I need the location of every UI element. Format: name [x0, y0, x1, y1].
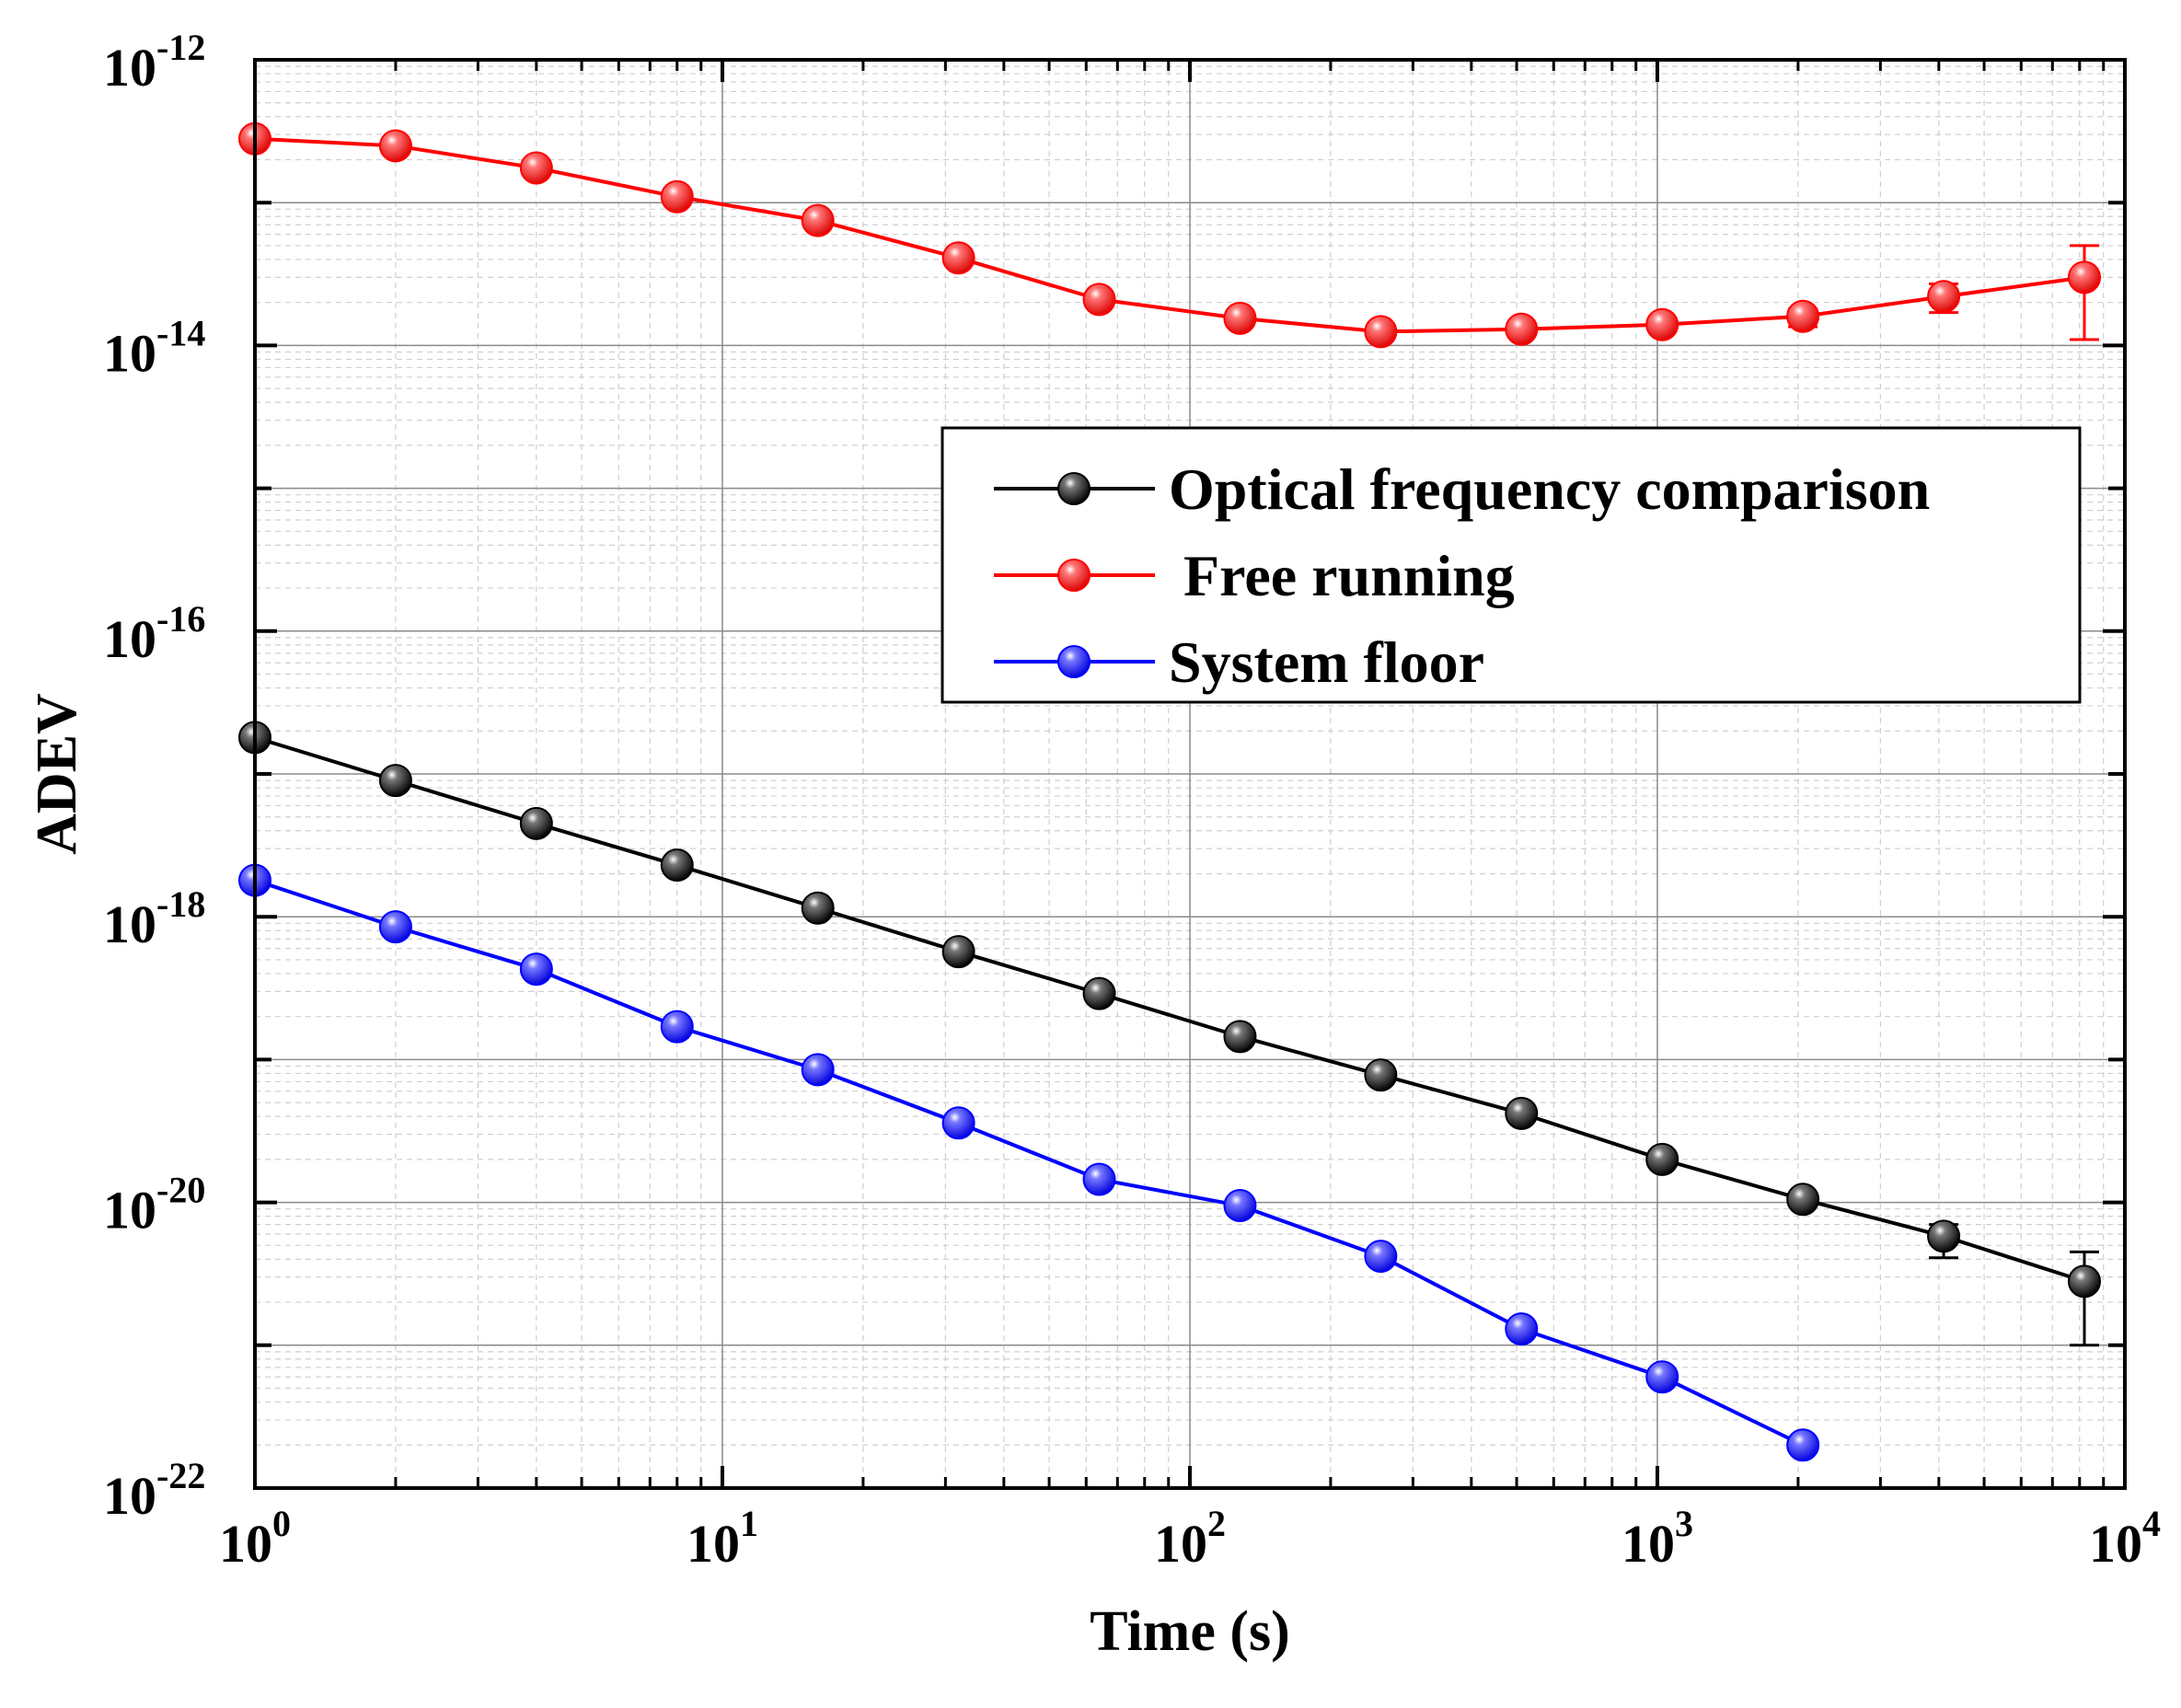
data-point	[1364, 1240, 1398, 1274]
legend-marker	[1057, 472, 1090, 505]
data-point	[1927, 280, 1961, 314]
data-point	[660, 179, 694, 214]
series-line	[254, 878, 1805, 1448]
data-point	[1082, 1162, 1116, 1196]
data-point	[1786, 1183, 1820, 1217]
series-line	[254, 136, 2085, 334]
y-tick-label: 10-12	[103, 27, 205, 98]
data-point	[801, 1053, 835, 1087]
data-series	[238, 121, 2102, 1462]
data-point	[1223, 1189, 1257, 1223]
x-axis-title: Time (s)	[1090, 1600, 1290, 1663]
data-point	[941, 935, 975, 969]
x-tick-label: 100	[219, 1503, 291, 1574]
legend-marker	[1057, 645, 1090, 678]
y-tick-label: 10-16	[103, 598, 205, 669]
data-point	[2068, 1264, 2102, 1298]
data-point	[1505, 1096, 1539, 1130]
legend: Optical frequency comparison Free runnin…	[940, 426, 2082, 704]
data-point	[1927, 1219, 1961, 1253]
data-point	[1223, 1020, 1257, 1054]
data-point	[941, 241, 975, 275]
y-tick-label: 10-20	[103, 1170, 205, 1241]
data-point	[519, 151, 553, 185]
legend-label: System floor	[1169, 629, 1484, 695]
data-point	[1505, 312, 1539, 346]
data-point	[1364, 315, 1398, 349]
data-point	[801, 891, 835, 925]
data-point	[378, 764, 412, 798]
data-point	[1786, 1428, 1820, 1462]
data-point	[1645, 1142, 1679, 1176]
x-tick-label: 102	[1154, 1503, 1226, 1574]
tick-labels: 100 101 102 103 104 10-22 10-20 10-18 10-16 10-14…	[103, 27, 2161, 1574]
series-line	[254, 735, 2085, 1284]
series-optical-frequency-comparison	[238, 721, 2102, 1347]
data-point	[1223, 301, 1257, 335]
data-point	[941, 1106, 975, 1140]
data-point	[1786, 299, 1820, 333]
y-tick-label: 10-18	[103, 883, 205, 954]
data-point	[1082, 976, 1116, 1010]
legend-marker	[1057, 559, 1090, 592]
data-point	[1645, 1360, 1679, 1394]
legend-label: Optical frequency comparison	[1169, 456, 1930, 522]
data-point	[2068, 260, 2102, 294]
data-point	[660, 1010, 694, 1044]
axis-ticks	[253, 58, 2127, 1490]
data-point	[1505, 1312, 1539, 1346]
data-point	[660, 848, 694, 883]
series-free-running	[238, 121, 2102, 349]
data-point	[1364, 1058, 1398, 1092]
x-tick-label: 104	[2089, 1503, 2161, 1574]
data-point	[378, 129, 412, 163]
y-tick-label: 10-22	[103, 1455, 205, 1526]
data-point	[519, 952, 553, 987]
y-tick-label: 10-14	[103, 312, 205, 383]
legend-box	[940, 426, 2082, 704]
y-axis-title: ADEV	[26, 693, 88, 855]
x-tick-label: 103	[1621, 1503, 1693, 1574]
major-gridlines	[255, 60, 2125, 1488]
data-point	[801, 203, 835, 237]
x-tick-label: 101	[687, 1503, 758, 1574]
legend-label: Free running	[1169, 543, 1515, 608]
series-system-floor	[238, 863, 1820, 1462]
data-point	[1645, 307, 1679, 341]
data-point	[378, 910, 412, 944]
data-point	[519, 806, 553, 840]
data-point	[1082, 283, 1116, 317]
